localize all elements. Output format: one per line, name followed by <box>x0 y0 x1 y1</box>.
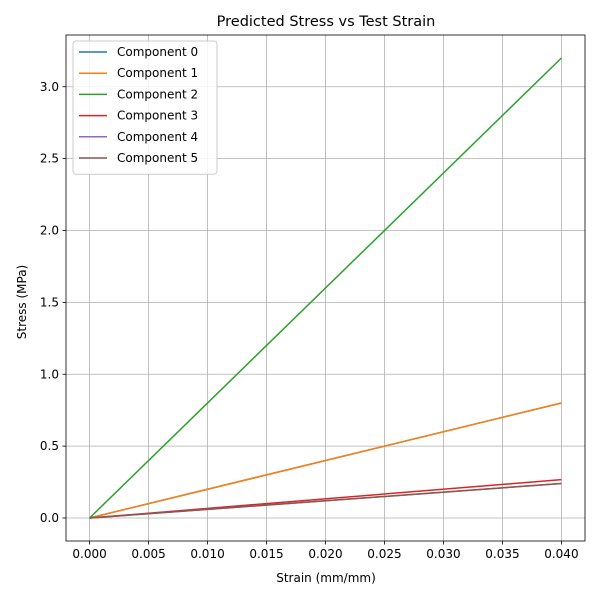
x-axis-ticks: 0.000 0.005 0.010 0.015 0.020 0.025 0.030 0.035… <box>72 541 579 561</box>
x-tick-label: 0.030 <box>426 547 460 561</box>
x-tick-label: 0.040 <box>544 547 578 561</box>
legend-label: Component 2 <box>117 87 198 101</box>
legend-label: Component 1 <box>117 66 198 80</box>
y-tick-label: 0.0 <box>40 511 59 525</box>
y-tick-label: 2.0 <box>40 224 59 238</box>
series-line-component-5 <box>89 482 562 519</box>
legend-label: Component 5 <box>117 151 198 165</box>
y-tick-label: 1.5 <box>40 295 59 309</box>
x-tick-label: 0.010 <box>190 547 224 561</box>
x-tick-label: 0.035 <box>485 547 519 561</box>
y-axis-label: Stress (MPa) <box>15 265 29 339</box>
series-line-component-1 <box>89 402 562 519</box>
y-tick-label: 2.5 <box>40 152 59 166</box>
x-tick-label: 0.025 <box>367 547 401 561</box>
series-lines <box>89 57 562 519</box>
legend-box <box>72 40 218 175</box>
x-tick-label: 0.020 <box>308 547 342 561</box>
legend-label: Component 3 <box>117 109 198 123</box>
chart-title: Predicted Stress vs Test Strain <box>217 14 436 30</box>
series-line-component-2 <box>89 57 562 519</box>
y-axis-ticks: 0.0 0.5 1.0 1.5 2.0 2.5 3.0 <box>40 80 66 525</box>
legend-label: Component 4 <box>117 130 198 144</box>
legend: Component 0 Component 1 Component 2 Compone… <box>72 40 218 175</box>
x-axis-label: Strain (mm/mm) <box>276 571 376 585</box>
x-tick-label: 0.015 <box>249 547 283 561</box>
y-tick-label: 1.0 <box>40 367 59 381</box>
x-tick-label: 0.000 <box>72 547 106 561</box>
y-tick-label: 0.5 <box>40 439 59 453</box>
legend-label: Component 0 <box>117 45 198 59</box>
y-tick-label: 3.0 <box>40 80 59 94</box>
x-tick-label: 0.005 <box>131 547 165 561</box>
